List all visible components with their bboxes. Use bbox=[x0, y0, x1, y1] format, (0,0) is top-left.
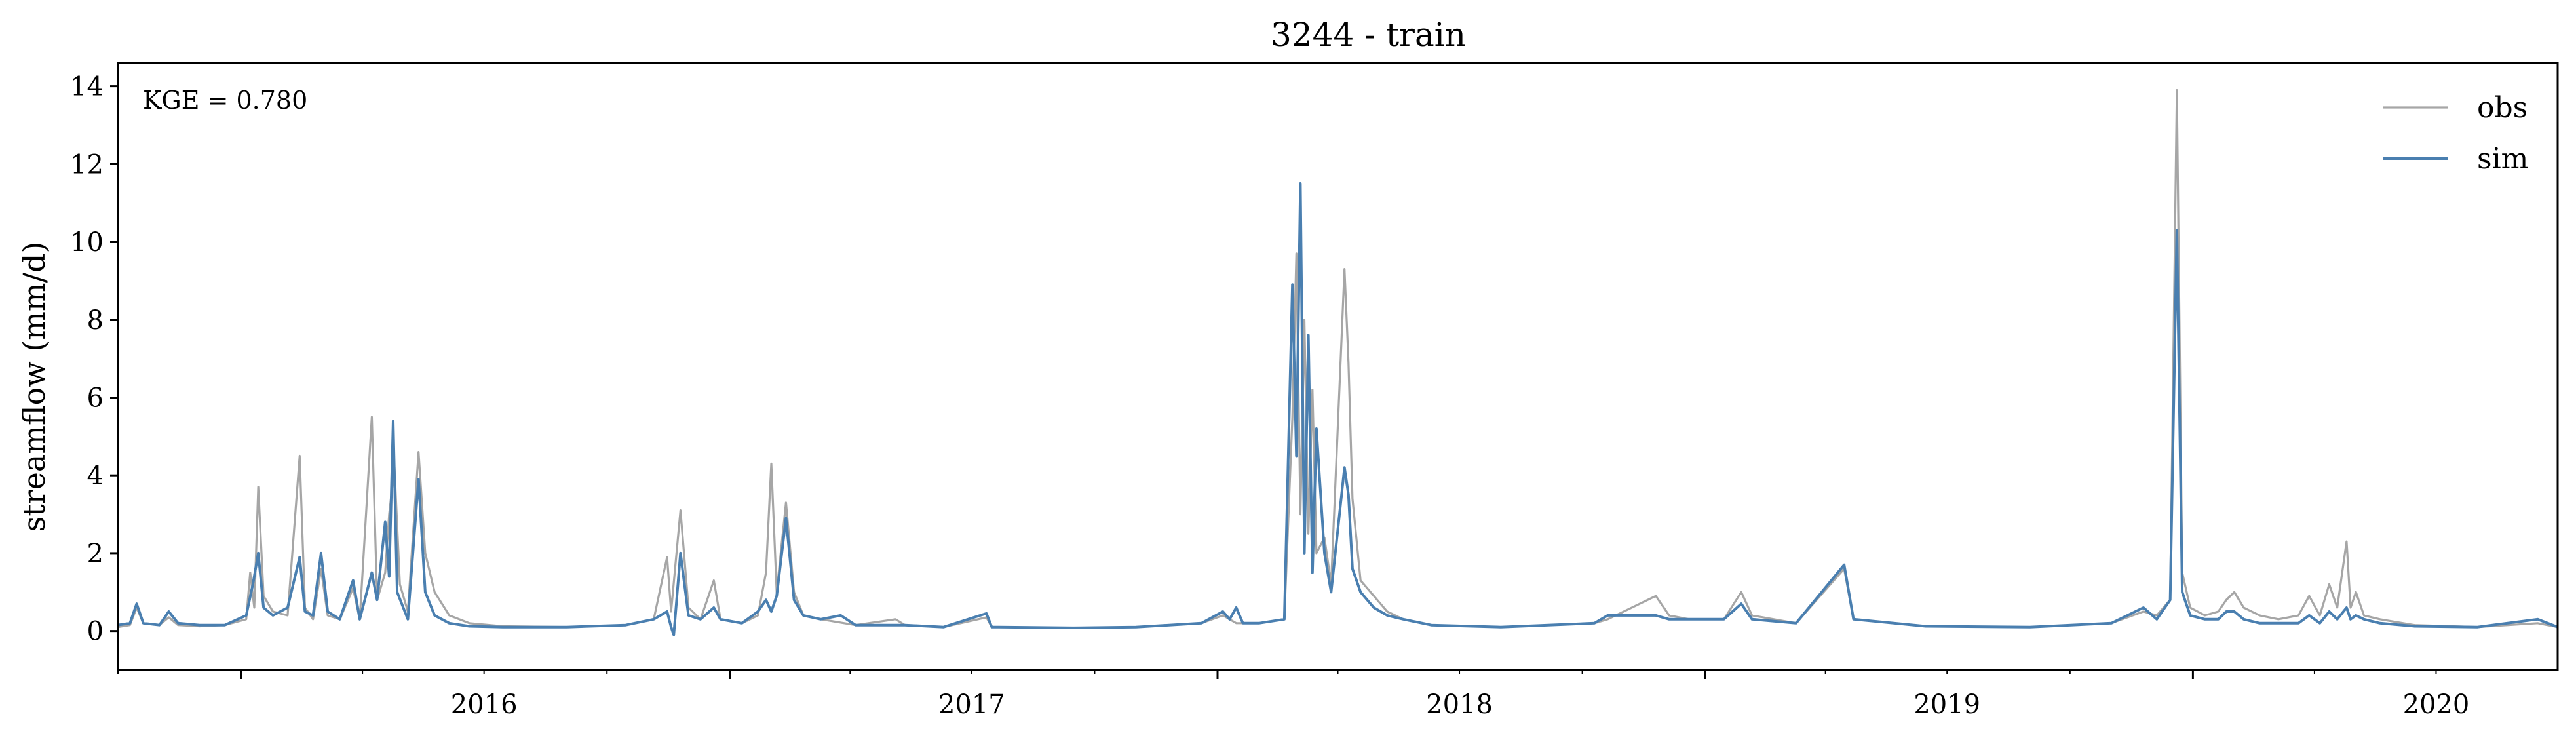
y-axis: 0 2 4 6 8 10 12 14 bbox=[70, 72, 118, 647]
x-tick-label: 2020 bbox=[2403, 690, 2470, 720]
y-tick-label: 0 bbox=[87, 617, 104, 647]
y-axis-label: streamflow (mm/d) bbox=[16, 242, 52, 532]
y-tick-label: 12 bbox=[70, 149, 104, 180]
x-tick-label: 2016 bbox=[451, 690, 518, 720]
plot-area bbox=[118, 89, 2558, 636]
x-tick-label: 2017 bbox=[938, 690, 1005, 720]
y-tick-label: 6 bbox=[87, 383, 104, 413]
legend-label-sim: sim bbox=[2477, 142, 2528, 176]
kge-annotation: KGE = 0.780 bbox=[143, 86, 307, 115]
legend-label-obs: obs bbox=[2477, 91, 2528, 125]
y-tick-label: 10 bbox=[70, 227, 104, 258]
chart-title: 3244 - train bbox=[1271, 16, 1466, 54]
x-tick-label: 2018 bbox=[1426, 690, 1493, 720]
x-tick-label: 2019 bbox=[1913, 690, 1980, 720]
y-tick-label: 14 bbox=[70, 72, 104, 102]
series-line-sim bbox=[118, 182, 2558, 636]
legend: obs sim bbox=[2383, 91, 2528, 176]
x-axis: 2016 2017 2018 2019 2020 bbox=[117, 670, 2470, 720]
series-line-obs bbox=[118, 89, 2558, 629]
y-tick-label: 2 bbox=[87, 539, 104, 569]
plot-frame bbox=[117, 62, 2559, 671]
y-tick-label: 8 bbox=[87, 305, 104, 336]
y-tick-label: 4 bbox=[87, 461, 104, 491]
